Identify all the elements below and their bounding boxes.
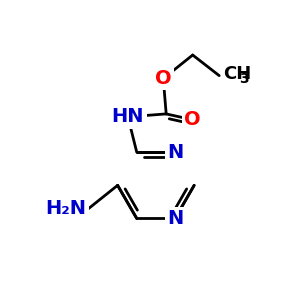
- Text: N: N: [167, 143, 183, 162]
- Text: CH: CH: [224, 65, 252, 83]
- Text: O: O: [184, 110, 201, 129]
- Text: H₂N: H₂N: [46, 200, 87, 218]
- Text: N: N: [167, 209, 183, 228]
- Text: O: O: [155, 69, 172, 88]
- Text: 3: 3: [239, 73, 248, 86]
- Text: HN: HN: [112, 107, 144, 126]
